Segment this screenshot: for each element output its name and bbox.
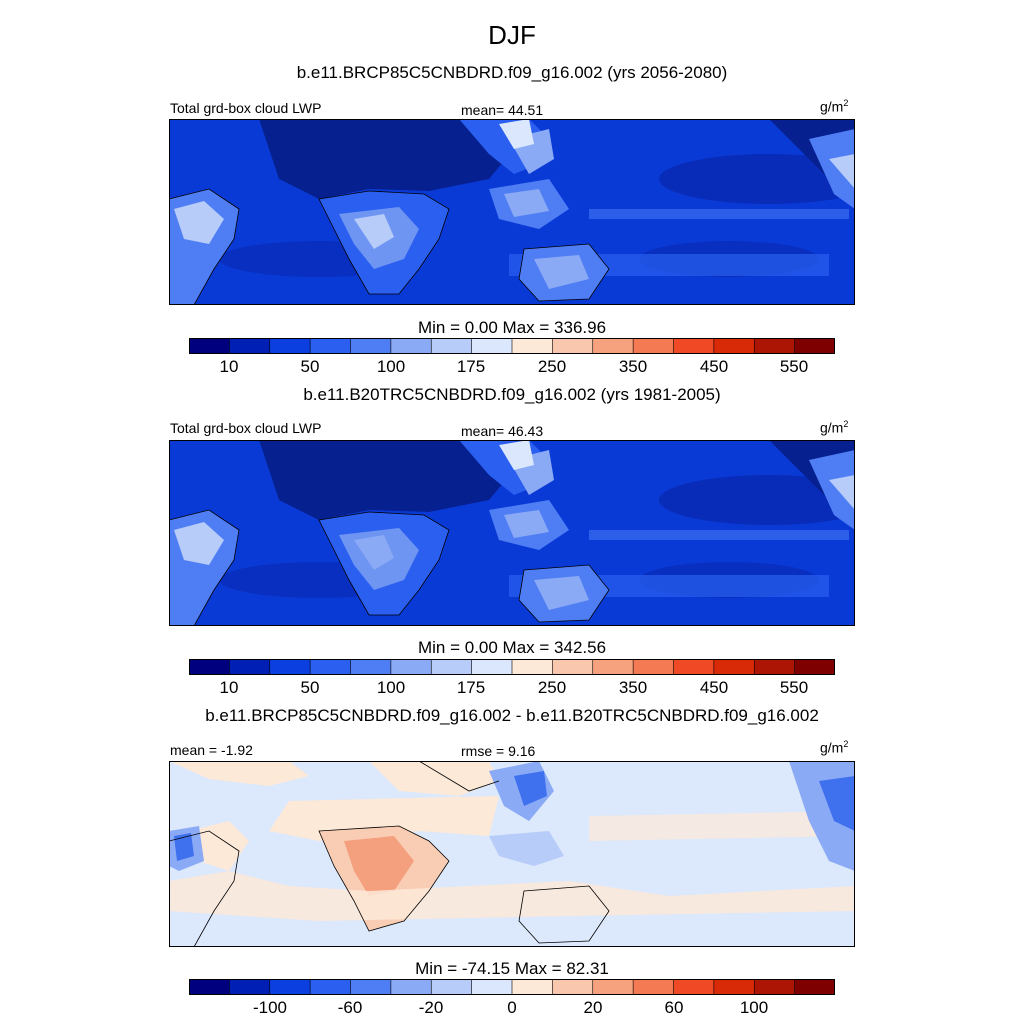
- colorbar-swatch: [794, 979, 835, 995]
- colorbar-swatch: [471, 338, 513, 354]
- colorbar-swatch: [229, 979, 271, 995]
- colorbar-swatch: [350, 338, 392, 354]
- panel3-run-title: b.e11.BRCP85C5CNBDRD.f09_g16.002 - b.e11…: [205, 706, 819, 725]
- colorbar-swatch: [512, 338, 553, 354]
- colorbar-swatch: [552, 979, 594, 995]
- colorbar-swatch: [390, 979, 432, 995]
- colorbar-swatch: [754, 659, 795, 675]
- colorbar-swatch: [794, 338, 835, 354]
- colorbar-swatch: [794, 659, 835, 675]
- colorbar-swatch: [310, 979, 351, 995]
- colorbar-swatch: [673, 659, 715, 675]
- colorbar-swatch: [552, 659, 594, 675]
- panel3-tick: -100: [252, 998, 288, 1017]
- panel1-units: g/m2: [820, 98, 849, 115]
- panel2-units: g/m2: [820, 419, 849, 436]
- colorbar-swatch: [552, 338, 594, 354]
- panel1-colorbar: [189, 338, 835, 354]
- panel3-rmse-label: rmse = 9.16: [461, 743, 536, 759]
- colorbar-swatch: [350, 659, 392, 675]
- colorbar-swatch: [269, 979, 311, 995]
- panel2-colorbar-title: Min = 0.00 Max = 342.56: [417, 638, 607, 657]
- colorbar-border: [189, 979, 835, 995]
- colorbar-swatch: [431, 338, 472, 354]
- panel3-tick: -60: [337, 998, 363, 1017]
- panel3-tick: 100: [739, 998, 769, 1017]
- panel1-map: [169, 119, 855, 305]
- colorbar-swatch: [633, 979, 674, 995]
- colorbar-swatch: [754, 979, 795, 995]
- panel1-run-title: b.e11.BRCP85C5CNBDRD.f09_g16.002 (yrs 20…: [296, 63, 728, 82]
- panel3-mean-label: mean = -1.92: [170, 742, 253, 758]
- panel3-tick: 60: [664, 998, 684, 1017]
- panel2-variable-label: Total grd-box cloud LWP: [170, 420, 322, 436]
- panel3-colorbar: [189, 979, 835, 995]
- panel3-tick: 20: [583, 998, 603, 1017]
- colorbar-swatch: [471, 659, 513, 675]
- colorbar-swatch: [390, 338, 432, 354]
- panel1-tick: 450: [699, 357, 729, 376]
- colorbar-swatch: [754, 338, 795, 354]
- panel1-variable-label: Total grd-box cloud LWP: [170, 100, 322, 116]
- colorbar-swatch: [390, 659, 432, 675]
- colorbar-swatch: [310, 659, 351, 675]
- colorbar-swatch: [229, 338, 271, 354]
- panel3-tick: -20: [418, 998, 444, 1017]
- colorbar-swatch: [512, 659, 553, 675]
- colorbar-swatch: [713, 979, 755, 995]
- colorbar-swatch: [431, 979, 472, 995]
- panel2-tick: 175: [456, 678, 486, 697]
- panel2-tick: 100: [376, 678, 406, 697]
- colorbar-swatch: [592, 979, 634, 995]
- panel2-tick: 10: [219, 678, 239, 697]
- colorbar-swatch: [310, 338, 351, 354]
- panel3-colorbar-title: Min = -74.15 Max = 82.31: [415, 959, 609, 978]
- colorbar-swatch: [512, 979, 553, 995]
- colorbar-swatch: [189, 659, 230, 675]
- colorbar-swatch: [673, 979, 715, 995]
- panel1-tick: 50: [300, 357, 320, 376]
- colorbar-swatch: [189, 338, 230, 354]
- panel1-tick: 10: [219, 357, 239, 376]
- panel2-tick: 50: [300, 678, 320, 697]
- colorbar-border: [189, 659, 835, 675]
- colorbar-swatch: [269, 659, 311, 675]
- panel2-run-title: b.e11.B20TRC5CNBDRD.f09_g16.002 (yrs 198…: [303, 385, 721, 404]
- panel2-tick: 450: [699, 678, 729, 697]
- colorbar-swatch: [713, 338, 755, 354]
- colorbar-swatch: [269, 338, 311, 354]
- panel3-units: g/m2: [820, 739, 849, 756]
- panel2-mean-label: mean= 46.43: [461, 423, 544, 439]
- figure-title: DJF: [488, 20, 536, 50]
- colorbar-swatch: [592, 338, 634, 354]
- panel2-map: [169, 440, 855, 626]
- panel1-tick: 175: [456, 357, 486, 376]
- panel2-colorbar: [189, 659, 835, 675]
- panel2-tick: 550: [779, 678, 809, 697]
- panel3-map: [169, 761, 855, 947]
- panel3-tick: 0: [507, 998, 517, 1017]
- panel2-tick: 350: [618, 678, 648, 697]
- panel1-tick: 100: [376, 357, 406, 376]
- colorbar-swatch: [673, 338, 715, 354]
- colorbar-swatch: [713, 659, 755, 675]
- panel1-tick: 550: [779, 357, 809, 376]
- panel2-tick: 250: [537, 678, 567, 697]
- colorbar-swatch: [350, 979, 392, 995]
- colorbar-swatch: [633, 659, 674, 675]
- colorbar-swatch: [592, 659, 634, 675]
- colorbar-swatch: [229, 659, 271, 675]
- panel1-tick: 350: [618, 357, 648, 376]
- panel1-colorbar-title: Min = 0.00 Max = 336.96: [417, 318, 607, 337]
- colorbar-swatch: [189, 979, 230, 995]
- colorbar-swatch: [633, 338, 674, 354]
- colorbar-border: [189, 338, 835, 354]
- panel1-mean-label: mean= 44.51: [461, 102, 544, 118]
- panel1-tick: 250: [537, 357, 567, 376]
- colorbar-swatch: [471, 979, 513, 995]
- colorbar-swatch: [431, 659, 472, 675]
